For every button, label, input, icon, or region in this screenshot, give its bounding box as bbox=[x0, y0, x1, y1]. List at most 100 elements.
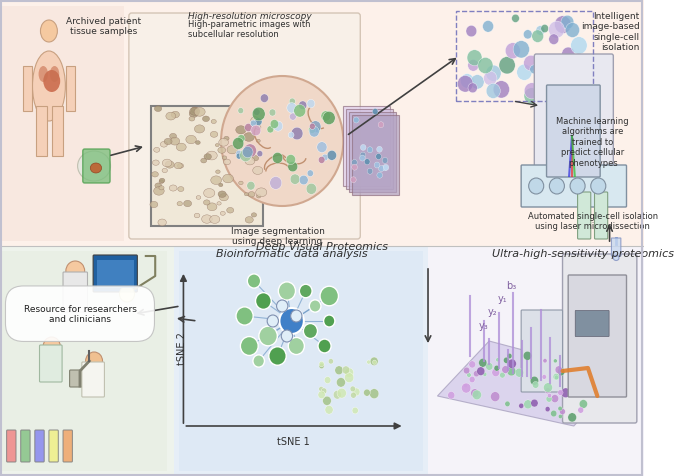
FancyBboxPatch shape bbox=[547, 86, 600, 178]
Ellipse shape bbox=[150, 202, 158, 208]
Circle shape bbox=[291, 128, 303, 140]
Circle shape bbox=[322, 155, 328, 161]
Ellipse shape bbox=[251, 213, 257, 218]
Ellipse shape bbox=[159, 187, 164, 190]
Circle shape bbox=[529, 178, 544, 195]
Circle shape bbox=[259, 327, 277, 346]
Circle shape bbox=[238, 109, 244, 114]
FancyBboxPatch shape bbox=[428, 247, 645, 476]
Circle shape bbox=[448, 392, 455, 399]
Circle shape bbox=[492, 368, 499, 377]
Circle shape bbox=[463, 367, 470, 374]
Circle shape bbox=[542, 375, 547, 379]
Ellipse shape bbox=[210, 216, 220, 224]
Circle shape bbox=[467, 50, 482, 67]
Ellipse shape bbox=[206, 152, 217, 160]
Ellipse shape bbox=[211, 177, 221, 185]
Circle shape bbox=[364, 159, 370, 165]
Text: High-resolution microscopy: High-resolution microscopy bbox=[188, 12, 312, 21]
Circle shape bbox=[499, 58, 515, 75]
Circle shape bbox=[558, 415, 562, 419]
FancyBboxPatch shape bbox=[179, 251, 423, 471]
Circle shape bbox=[242, 147, 253, 159]
Circle shape bbox=[466, 26, 477, 38]
Circle shape bbox=[571, 38, 587, 55]
Circle shape bbox=[507, 367, 516, 376]
Ellipse shape bbox=[159, 180, 164, 184]
Circle shape bbox=[551, 395, 559, 403]
Circle shape bbox=[299, 176, 308, 185]
FancyBboxPatch shape bbox=[49, 430, 58, 462]
FancyBboxPatch shape bbox=[2, 7, 124, 241]
Ellipse shape bbox=[195, 126, 205, 134]
Ellipse shape bbox=[223, 160, 231, 166]
Circle shape bbox=[580, 400, 588, 408]
Circle shape bbox=[562, 48, 575, 62]
Circle shape bbox=[577, 407, 584, 413]
Ellipse shape bbox=[211, 120, 216, 124]
Circle shape bbox=[541, 25, 549, 34]
Circle shape bbox=[468, 60, 479, 72]
Circle shape bbox=[257, 151, 263, 158]
Circle shape bbox=[360, 153, 366, 159]
Ellipse shape bbox=[221, 212, 225, 216]
Circle shape bbox=[378, 122, 384, 129]
Circle shape bbox=[571, 67, 580, 77]
Circle shape bbox=[540, 63, 553, 77]
Circle shape bbox=[256, 293, 271, 310]
Circle shape bbox=[319, 157, 325, 164]
FancyBboxPatch shape bbox=[82, 362, 104, 397]
Circle shape bbox=[530, 377, 538, 386]
Circle shape bbox=[483, 372, 487, 377]
Ellipse shape bbox=[218, 148, 225, 154]
Circle shape bbox=[299, 285, 312, 298]
Circle shape bbox=[273, 122, 283, 132]
Ellipse shape bbox=[50, 67, 60, 83]
Circle shape bbox=[351, 392, 356, 398]
Circle shape bbox=[554, 375, 559, 380]
Circle shape bbox=[351, 178, 356, 183]
Ellipse shape bbox=[177, 187, 184, 192]
Ellipse shape bbox=[238, 182, 243, 185]
Ellipse shape bbox=[256, 188, 267, 198]
Ellipse shape bbox=[224, 137, 229, 141]
Circle shape bbox=[377, 147, 382, 153]
Circle shape bbox=[570, 178, 585, 195]
Circle shape bbox=[286, 155, 295, 165]
Circle shape bbox=[490, 392, 500, 402]
Ellipse shape bbox=[201, 215, 212, 224]
Circle shape bbox=[566, 23, 580, 39]
Circle shape bbox=[119, 287, 134, 302]
Text: Automated single-cell isolation
using laser microdissection: Automated single-cell isolation using la… bbox=[527, 211, 658, 231]
Ellipse shape bbox=[177, 164, 184, 169]
Circle shape bbox=[551, 410, 557, 417]
Circle shape bbox=[553, 374, 559, 380]
Circle shape bbox=[382, 166, 387, 171]
FancyBboxPatch shape bbox=[36, 107, 47, 157]
Circle shape bbox=[247, 182, 255, 191]
Circle shape bbox=[288, 162, 298, 172]
Ellipse shape bbox=[169, 186, 177, 192]
Circle shape bbox=[335, 366, 343, 375]
Ellipse shape bbox=[218, 191, 226, 198]
Text: Image segmentation
using deep learning: Image segmentation using deep learning bbox=[231, 227, 325, 246]
Ellipse shape bbox=[207, 203, 217, 211]
Circle shape bbox=[486, 84, 500, 99]
Circle shape bbox=[468, 84, 477, 94]
Text: Resource for researchers
and clinicians: Resource for researchers and clinicians bbox=[23, 304, 136, 324]
Ellipse shape bbox=[154, 107, 162, 112]
Circle shape bbox=[543, 383, 553, 393]
Circle shape bbox=[287, 103, 297, 114]
Ellipse shape bbox=[155, 184, 162, 189]
Circle shape bbox=[325, 406, 333, 414]
Ellipse shape bbox=[77, 152, 110, 182]
Circle shape bbox=[277, 300, 288, 312]
Circle shape bbox=[549, 22, 564, 39]
Ellipse shape bbox=[194, 214, 200, 218]
Circle shape bbox=[345, 368, 353, 377]
Circle shape bbox=[590, 178, 606, 195]
Text: y₃: y₃ bbox=[479, 320, 488, 330]
Circle shape bbox=[382, 158, 388, 164]
Ellipse shape bbox=[160, 179, 165, 183]
Circle shape bbox=[316, 142, 327, 153]
